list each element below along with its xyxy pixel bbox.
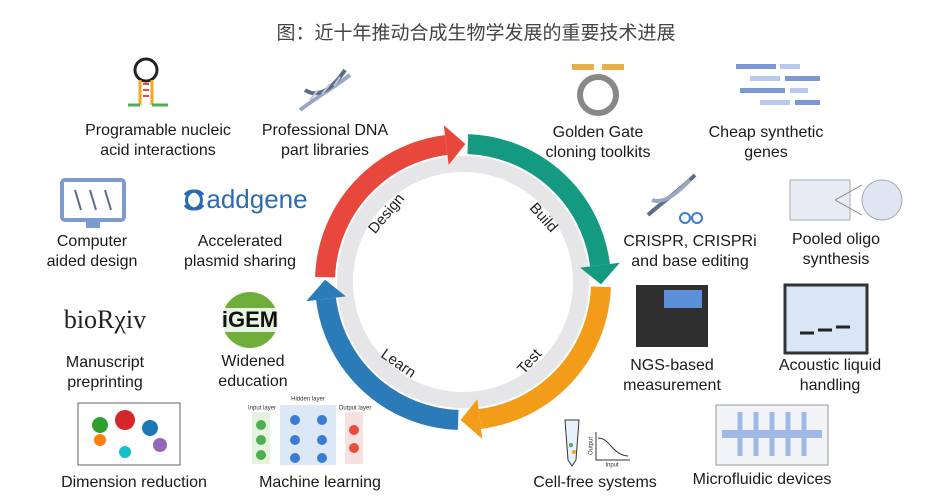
igem-logo: iGEM <box>222 307 278 332</box>
microfluidic-icon <box>715 404 829 466</box>
technology-label: Dimension reduction <box>61 474 207 491</box>
technology-label: and base editing <box>631 253 748 270</box>
technology-label: Manuscript <box>66 354 145 371</box>
nn-hidden-label: Hidden layer <box>291 397 325 403</box>
cycle-arc <box>478 286 611 429</box>
technology-label: acid interactions <box>100 142 216 159</box>
plasmid-icon <box>572 64 624 116</box>
nn-output-label: Output layer <box>339 406 372 412</box>
technology-label: preprinting <box>67 374 143 391</box>
biorxiv-logo: bioRχiv <box>64 305 146 334</box>
nn-input-label: Input layer <box>248 406 276 412</box>
addgene-logo: addgene <box>206 184 307 214</box>
addgene-mark <box>183 189 205 211</box>
technology-label: synthesis <box>803 251 870 268</box>
genes-icon <box>736 64 820 105</box>
technology-label: education <box>218 373 287 390</box>
hairpin-icon <box>128 57 168 107</box>
cycle-arc <box>315 135 448 278</box>
cycle-arrowhead <box>580 262 620 285</box>
technology-label: Cheap synthetic <box>709 124 824 141</box>
crispr-icon <box>646 173 703 224</box>
technology-label: aided design <box>47 253 138 270</box>
cycle-arc <box>467 134 610 267</box>
technology-label: cloning toolkits <box>546 144 651 161</box>
tsne-icon <box>77 402 181 466</box>
nn-icon <box>252 405 363 465</box>
cellfree-icon <box>564 419 630 467</box>
oligo-icon <box>789 179 903 221</box>
dna-icon <box>298 68 352 112</box>
technology-label: Pooled oligo <box>792 231 880 248</box>
technology-labels: Programable nucleic acid interactions Prof… <box>47 122 882 491</box>
igem-logo-box <box>215 292 285 348</box>
computer-icon <box>60 178 126 228</box>
technology-label: Widened <box>221 353 284 370</box>
cycle-arrowhead <box>460 399 483 439</box>
technology-label: Cell-free systems <box>533 474 657 491</box>
liquid-handler-icon <box>783 283 869 355</box>
technology-label: Programable nucleic <box>85 122 231 139</box>
technology-label: Machine learning <box>259 474 381 491</box>
technology-label: CRISPR, CRISPRi <box>623 233 756 250</box>
technology-label: Professional DNA <box>262 122 389 139</box>
technology-label: Golden Gate <box>553 124 644 141</box>
plot-y-label: Output <box>589 437 595 455</box>
cycle-arrowhead <box>443 125 466 165</box>
technology-label: NGS-based <box>630 357 714 374</box>
technology-label: Microfluidic devices <box>693 471 832 488</box>
cycle-arrowhead <box>306 279 346 302</box>
plot-x-label: Input <box>605 463 619 469</box>
cycle-arc <box>316 297 459 430</box>
technology-label: Computer <box>57 233 128 250</box>
technology-label: measurement <box>623 377 721 394</box>
ngs-icon <box>636 285 708 347</box>
technology-label: part libraries <box>281 142 369 159</box>
technology-label: genes <box>744 144 788 161</box>
inner-ring <box>337 156 589 408</box>
technology-label: Acoustic liquid <box>779 357 881 374</box>
title: 图：近十年推动合成生物学发展的重要技术进展 <box>276 22 675 44</box>
technology-label: plasmid sharing <box>184 253 296 270</box>
technology-label: Accelerated <box>198 233 283 250</box>
technology-label: handling <box>800 377 861 394</box>
